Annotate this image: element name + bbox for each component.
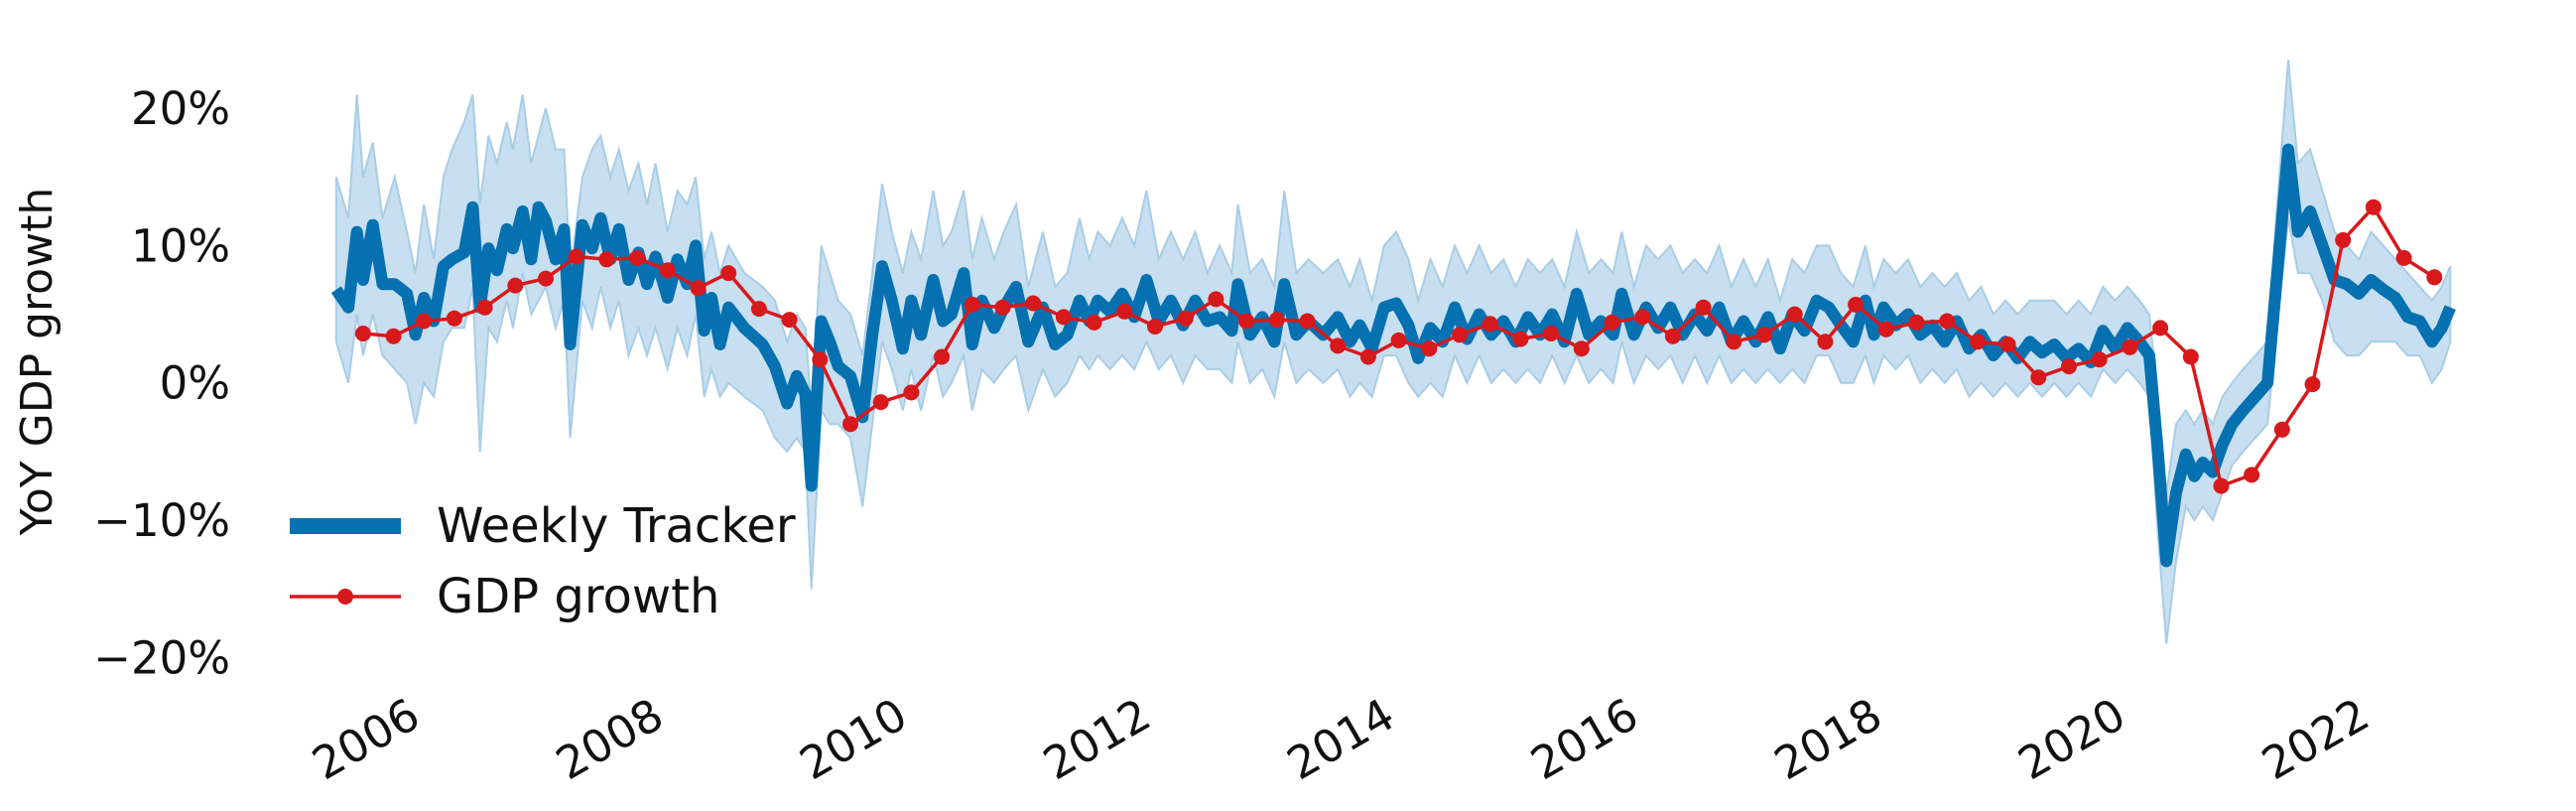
gdp-growth-point — [1756, 327, 1772, 343]
y-tick-label: 20% — [131, 82, 230, 135]
gdp-growth-point — [1695, 299, 1712, 316]
gdp-growth-point — [416, 313, 433, 330]
gdp-growth-point — [1939, 313, 1956, 330]
gdp-growth-point — [2091, 351, 2108, 368]
gdp-growth-series — [354, 199, 2443, 494]
confidence-band-area — [334, 60, 2452, 644]
gdp-growth-point — [507, 277, 524, 294]
x-tick-label: 2010 — [791, 688, 916, 790]
x-tick-label: 2012 — [1035, 688, 1160, 790]
gdp-growth-point — [2152, 320, 2169, 337]
gdp-growth-point — [1604, 314, 1620, 331]
gdp-growth-point — [1726, 334, 1742, 350]
gdp-growth-point — [2030, 369, 2047, 386]
legend: Weekly Tracker GDP growth — [290, 498, 796, 624]
gdp-growth-point — [1817, 334, 1834, 350]
gdp-growth-point — [1908, 314, 1925, 331]
x-tick-label: 2016 — [1522, 688, 1647, 790]
gdp-growth-point — [1116, 303, 1133, 320]
gdp-growth-point — [1177, 310, 1194, 327]
y-tick-label: −20% — [93, 631, 230, 684]
x-tick-label: 2020 — [2009, 688, 2134, 790]
gdp-growth-point — [690, 280, 707, 297]
gdp-growth-point — [1299, 313, 1316, 330]
gdp-growth-point — [2244, 467, 2260, 483]
gdp-growth-point — [659, 262, 676, 279]
weekly-tracker-line — [330, 143, 2456, 568]
confidence-band — [334, 60, 2452, 644]
gdp-growth-point — [1848, 296, 1865, 313]
x-tick-label: 2022 — [2254, 688, 2379, 790]
gdp-growth-point — [1877, 321, 1894, 338]
gdp-growth-point — [568, 248, 584, 265]
y-tick-label: −10% — [93, 494, 230, 547]
gdp-growth-point — [2273, 421, 2290, 438]
y-axis: 20% 10% 0% −10% −20% — [93, 82, 230, 684]
gdp-growth-point — [1025, 295, 1042, 312]
gdp-growth-point — [1543, 326, 1560, 341]
x-tick-label: 2014 — [1278, 688, 1403, 790]
x-tick-label: 2006 — [304, 688, 429, 790]
y-axis-label: YoY GDP growth — [12, 188, 63, 536]
gdp-growth-point — [842, 416, 858, 433]
y-tick-label: 10% — [131, 219, 230, 272]
gdp-growth-point — [750, 301, 767, 318]
gdp-growth-point — [2122, 338, 2138, 355]
gdp-growth-point — [1634, 309, 1651, 326]
legend-weekly-tracker-label: Weekly Tracker — [437, 498, 796, 554]
gdp-growth-point — [720, 265, 737, 282]
x-tick-label: 2018 — [1765, 688, 1890, 790]
gdp-growth-point — [2365, 199, 2382, 215]
gdp-growth-point — [2213, 477, 2230, 494]
y-tick-label: 0% — [160, 357, 230, 410]
legend-gdp-growth-marker — [337, 589, 353, 605]
gdp-growth-point — [812, 351, 829, 368]
gdp-growth-point — [385, 328, 402, 344]
gdp-growth-point — [629, 249, 646, 266]
gdp-growth-point — [1359, 348, 1376, 365]
gdp-growth-point — [2426, 269, 2443, 286]
gdp-growth-point — [598, 251, 615, 268]
gdp-growth-point — [1786, 306, 1803, 323]
gdp-growth-point — [1268, 312, 1285, 329]
gdp-growth-point — [476, 299, 493, 316]
gdp-growth-point — [2061, 358, 2077, 375]
gdp-growth-point — [1999, 337, 2016, 352]
x-axis: 2006 2008 2010 2012 2014 2016 2018 2020 2022 — [304, 688, 2378, 790]
gdp-growth-point — [1330, 338, 1347, 354]
gdp-growth-point — [1086, 314, 1102, 331]
x-tick-label: 2008 — [548, 688, 673, 790]
gdp-growth-point — [964, 296, 980, 313]
gdp-growth-point — [2182, 348, 2199, 365]
gdp-growth-point — [1481, 316, 1498, 333]
gdp-growth-point — [994, 299, 1011, 316]
gdp-growth-point — [1452, 327, 1468, 343]
gdp-growth-point — [1238, 313, 1255, 330]
gdp-growth-point — [1055, 309, 1072, 326]
gdp-growth-point — [2395, 249, 2412, 266]
gdp-growth-point — [781, 312, 798, 329]
gdp-growth-point — [2335, 231, 2352, 248]
gdp-growth-point — [903, 384, 920, 401]
gdp-growth-point — [1208, 291, 1224, 308]
legend-gdp-growth-label: GDP growth — [437, 569, 719, 624]
gdp-growth-point — [354, 326, 371, 341]
weekly-tracker-series — [330, 143, 2456, 568]
gdp-growth-point — [1969, 334, 1986, 350]
gdp-growth-point — [446, 310, 462, 327]
gdp-growth-point — [934, 348, 951, 365]
gdp-growth-point — [1390, 332, 1407, 348]
gdp-growth-point — [1421, 340, 1438, 357]
gdp-growth-point — [872, 394, 889, 411]
gdp-growth-point — [2304, 376, 2321, 393]
gdp-growth-point — [538, 270, 554, 287]
gdp-growth-point — [1147, 319, 1163, 335]
gdp-growth-point — [1573, 340, 1590, 357]
gdp-growth-point — [1664, 328, 1681, 344]
gdp-growth-point — [1512, 331, 1529, 347]
